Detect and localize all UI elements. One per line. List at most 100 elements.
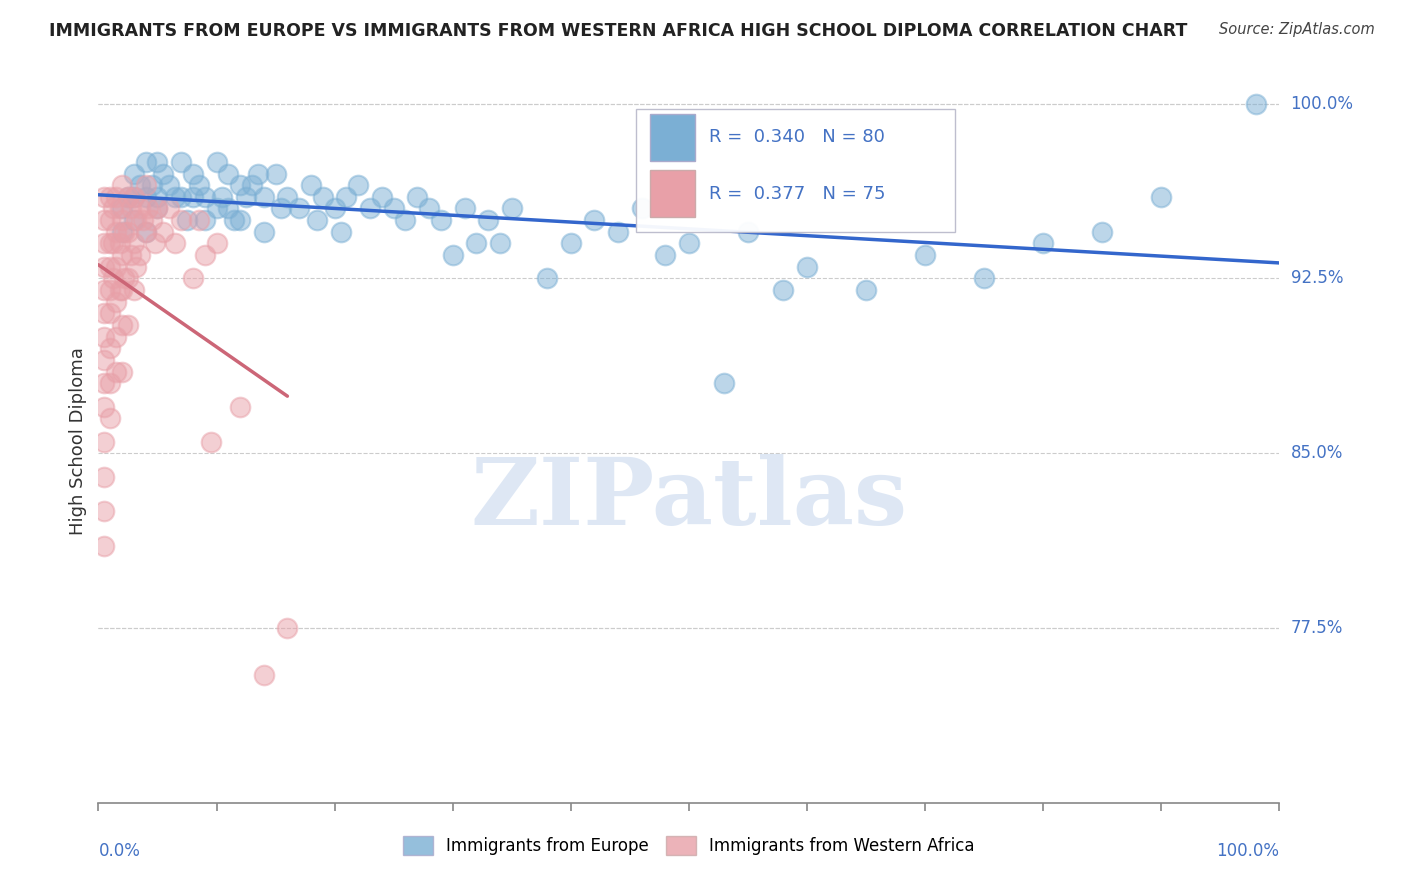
Point <box>654 248 676 262</box>
Legend: Immigrants from Europe, Immigrants from Western Africa: Immigrants from Europe, Immigrants from … <box>395 827 983 863</box>
Point <box>181 190 204 204</box>
Point <box>135 154 157 169</box>
Point <box>194 248 217 262</box>
Point <box>170 154 193 169</box>
Point <box>122 236 145 251</box>
Point <box>98 306 121 320</box>
Point <box>111 283 134 297</box>
Point <box>122 283 145 297</box>
Point <box>406 190 429 204</box>
Point <box>170 190 193 204</box>
Point <box>143 236 166 251</box>
Point <box>973 271 995 285</box>
Point <box>98 283 121 297</box>
Point <box>111 318 134 332</box>
Point <box>264 167 287 181</box>
Point <box>105 190 128 204</box>
Point <box>430 213 453 227</box>
Point <box>855 283 877 297</box>
Point <box>713 376 735 391</box>
Point <box>105 294 128 309</box>
Point <box>501 202 523 216</box>
Point <box>98 341 121 355</box>
FancyBboxPatch shape <box>636 109 955 232</box>
Point <box>93 213 115 227</box>
Point <box>121 248 143 262</box>
Text: 77.5%: 77.5% <box>1291 619 1343 637</box>
Point <box>122 213 145 227</box>
Point <box>125 260 148 274</box>
Point <box>132 213 155 227</box>
Point <box>93 329 115 343</box>
Point <box>136 202 159 216</box>
Point <box>229 400 252 414</box>
Point <box>128 178 150 193</box>
Point <box>146 202 169 216</box>
Point <box>359 202 381 216</box>
Point <box>101 236 124 251</box>
Point <box>117 190 139 204</box>
Point <box>165 190 187 204</box>
Point <box>117 225 139 239</box>
Point <box>157 202 180 216</box>
Point <box>122 190 145 204</box>
Point <box>335 190 357 204</box>
Point <box>229 213 252 227</box>
FancyBboxPatch shape <box>650 170 695 218</box>
Point <box>146 190 169 204</box>
Point <box>418 202 440 216</box>
Point <box>141 213 163 227</box>
Point <box>217 167 239 181</box>
Point <box>276 621 298 635</box>
Point <box>465 236 488 251</box>
Point <box>98 190 121 204</box>
Point <box>229 178 252 193</box>
Point <box>93 353 115 368</box>
Point <box>101 271 124 285</box>
Point <box>152 167 174 181</box>
Point <box>217 202 239 216</box>
Point <box>194 190 217 204</box>
Y-axis label: High School Diploma: High School Diploma <box>69 348 87 535</box>
Point <box>112 225 135 239</box>
Text: 100.0%: 100.0% <box>1216 842 1279 860</box>
Point <box>122 167 145 181</box>
Point <box>489 236 512 251</box>
Point <box>141 178 163 193</box>
Point <box>536 271 558 285</box>
Point <box>146 154 169 169</box>
Point <box>305 213 328 227</box>
Point <box>772 283 794 297</box>
Point <box>323 202 346 216</box>
Point <box>122 190 145 204</box>
Point <box>105 260 128 274</box>
Text: Source: ZipAtlas.com: Source: ZipAtlas.com <box>1219 22 1375 37</box>
Point <box>98 260 121 274</box>
Point <box>181 167 204 181</box>
Point <box>1150 190 1173 204</box>
Point <box>312 190 335 204</box>
Text: 85.0%: 85.0% <box>1291 444 1343 462</box>
Point <box>299 178 322 193</box>
Point <box>253 667 276 681</box>
Point <box>108 202 131 216</box>
Point <box>93 306 115 320</box>
Point <box>111 213 134 227</box>
Point <box>583 213 606 227</box>
Point <box>108 236 131 251</box>
Point <box>170 213 193 227</box>
Point <box>135 190 157 204</box>
Point <box>737 225 759 239</box>
Point <box>394 213 416 227</box>
Point <box>176 213 198 227</box>
Point <box>224 213 246 227</box>
Point <box>796 260 818 274</box>
Point <box>187 213 209 227</box>
Text: R =  0.340   N = 80: R = 0.340 N = 80 <box>709 128 884 146</box>
Point <box>288 202 311 216</box>
Text: 0.0%: 0.0% <box>98 842 141 860</box>
Point <box>270 202 292 216</box>
Point <box>477 213 499 227</box>
Point <box>194 213 217 227</box>
Point <box>105 329 128 343</box>
